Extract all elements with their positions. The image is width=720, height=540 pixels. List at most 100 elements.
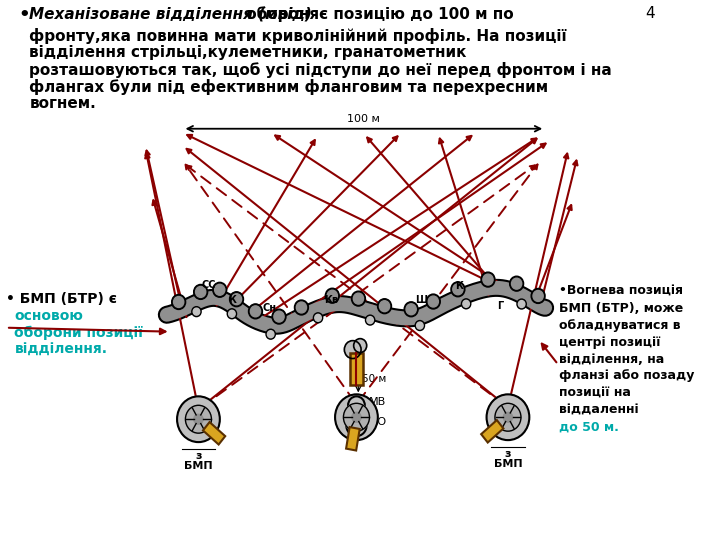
- Text: основою: основою: [14, 309, 84, 323]
- Circle shape: [230, 292, 243, 307]
- Text: К: К: [228, 295, 236, 305]
- Circle shape: [510, 276, 523, 291]
- Text: Сн: Сн: [262, 303, 276, 313]
- Circle shape: [315, 314, 321, 321]
- Circle shape: [451, 282, 465, 297]
- Circle shape: [294, 300, 308, 315]
- Circle shape: [531, 288, 545, 303]
- Circle shape: [463, 300, 469, 307]
- Circle shape: [272, 309, 286, 324]
- Circle shape: [426, 294, 440, 309]
- Circle shape: [503, 412, 513, 422]
- Text: фланзі або позаду: фланзі або позаду: [559, 369, 695, 382]
- Text: •Вогнева позиція: •Вогнева позиція: [559, 285, 683, 298]
- Text: НО: НО: [369, 417, 387, 427]
- Text: 50 м: 50 м: [362, 374, 386, 384]
- Text: віддаленні: віддаленні: [559, 403, 643, 416]
- Circle shape: [186, 406, 212, 433]
- Text: БМП: БМП: [494, 459, 522, 469]
- Circle shape: [229, 310, 235, 318]
- Text: Г: Г: [498, 301, 504, 311]
- Polygon shape: [350, 353, 363, 386]
- Polygon shape: [346, 427, 360, 450]
- Text: Механізоване відділення (мвід): Механізоване відділення (мвід): [30, 6, 312, 22]
- Circle shape: [335, 394, 378, 440]
- Circle shape: [377, 299, 392, 314]
- Text: 100 м: 100 м: [348, 114, 380, 124]
- Text: оборони позиції: оборони позиції: [14, 326, 143, 340]
- Circle shape: [251, 306, 261, 317]
- Circle shape: [428, 296, 438, 307]
- Circle shape: [267, 330, 274, 338]
- Text: СС: СС: [202, 280, 216, 290]
- Circle shape: [533, 291, 543, 301]
- Circle shape: [352, 412, 361, 422]
- Text: обладнуватися в: обладнуватися в: [559, 319, 680, 332]
- Circle shape: [453, 284, 463, 295]
- Circle shape: [379, 301, 390, 312]
- Circle shape: [228, 309, 237, 319]
- Text: • БМП (БТР) є: • БМП (БТР) є: [6, 292, 117, 306]
- Circle shape: [481, 272, 495, 287]
- Circle shape: [274, 311, 284, 322]
- Text: вогнем.: вогнем.: [30, 96, 96, 111]
- Polygon shape: [203, 422, 225, 444]
- Circle shape: [192, 307, 201, 316]
- Polygon shape: [481, 420, 503, 443]
- Text: флангах були під ефективним фланговим та перехресним: флангах були під ефективним фланговим та…: [30, 79, 549, 95]
- Circle shape: [495, 403, 521, 431]
- Circle shape: [177, 396, 220, 442]
- Circle shape: [213, 282, 227, 297]
- Text: обороняє позицію до 100 м по: обороняє позицію до 100 м по: [241, 6, 514, 22]
- Circle shape: [351, 291, 366, 306]
- Text: центрі позиції: центрі позиції: [559, 336, 660, 349]
- Circle shape: [417, 322, 423, 329]
- Circle shape: [248, 304, 263, 319]
- Circle shape: [343, 403, 369, 431]
- Text: відділення стрільці,кулеметники, гранатометник: відділення стрільці,кулеметники, гранато…: [30, 45, 467, 60]
- Circle shape: [344, 341, 361, 359]
- Circle shape: [415, 321, 425, 330]
- Circle shape: [518, 301, 525, 307]
- Circle shape: [174, 296, 184, 307]
- Circle shape: [354, 339, 366, 353]
- Circle shape: [517, 299, 526, 309]
- Circle shape: [194, 285, 207, 299]
- Text: відділення, на: відділення, на: [559, 353, 665, 366]
- Circle shape: [404, 302, 418, 317]
- Circle shape: [354, 293, 364, 304]
- Circle shape: [266, 329, 275, 339]
- Text: К: К: [455, 281, 463, 291]
- Circle shape: [215, 285, 225, 295]
- Text: Ш: Ш: [415, 295, 428, 305]
- Text: БМП (БТР), може: БМП (БТР), може: [559, 302, 683, 315]
- Text: фронту,яка повинна мати криволінійний профіль. На позиції: фронту,яка повинна мати криволінійний пр…: [30, 28, 567, 44]
- Text: БМП: БМП: [184, 461, 212, 471]
- Circle shape: [194, 414, 203, 424]
- Text: з: з: [505, 449, 511, 459]
- Circle shape: [171, 294, 186, 309]
- Circle shape: [327, 290, 338, 301]
- Circle shape: [367, 316, 374, 323]
- Text: до 50 м.: до 50 м.: [559, 420, 619, 433]
- Circle shape: [297, 302, 307, 313]
- Text: з: з: [195, 451, 202, 461]
- Circle shape: [406, 304, 416, 315]
- Circle shape: [462, 299, 471, 309]
- Text: розташовуються так, щоб усі підступи до неї перед фронтом і на: розташовуються так, щоб усі підступи до …: [30, 62, 612, 78]
- Circle shape: [196, 286, 206, 298]
- Circle shape: [487, 394, 529, 440]
- Circle shape: [366, 315, 375, 325]
- Circle shape: [325, 288, 339, 303]
- Circle shape: [483, 274, 493, 285]
- Text: •: •: [18, 6, 30, 24]
- Circle shape: [313, 313, 323, 323]
- Text: 4: 4: [645, 6, 654, 22]
- Text: відділення.: відділення.: [14, 342, 107, 356]
- Text: позиції на: позиції на: [559, 387, 631, 400]
- Circle shape: [511, 278, 522, 289]
- Text: МВ: МВ: [369, 397, 386, 407]
- Circle shape: [231, 294, 242, 305]
- Text: Кв: Кв: [324, 295, 338, 305]
- Circle shape: [193, 308, 199, 315]
